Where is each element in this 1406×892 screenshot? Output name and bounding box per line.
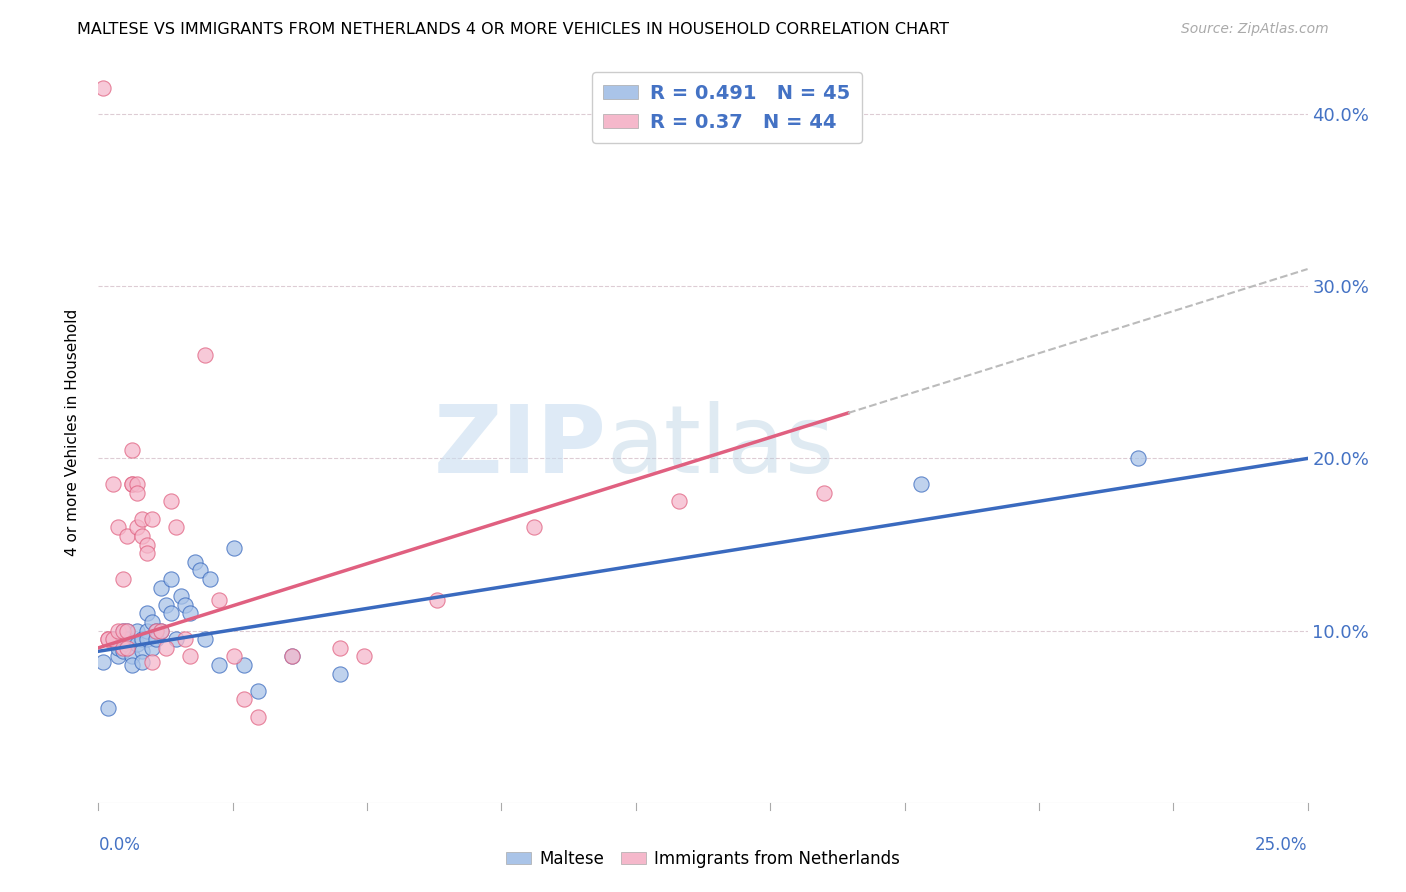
Point — [155, 598, 177, 612]
Point — [668, 494, 690, 508]
Point — [131, 655, 153, 669]
Point — [107, 649, 129, 664]
Point — [107, 640, 129, 655]
Point — [127, 520, 149, 534]
Point — [121, 442, 143, 457]
Point — [135, 624, 157, 638]
Point — [117, 624, 139, 638]
Point — [127, 477, 149, 491]
Point — [107, 520, 129, 534]
Point — [208, 658, 231, 673]
Point — [131, 529, 153, 543]
Point — [111, 624, 134, 638]
Point — [160, 572, 183, 586]
Point — [111, 572, 134, 586]
Point — [281, 649, 304, 664]
Point — [194, 632, 217, 647]
Point — [111, 640, 134, 655]
Point — [222, 541, 245, 555]
Point — [131, 632, 153, 647]
Point — [174, 598, 197, 612]
Point — [141, 655, 163, 669]
Point — [179, 607, 201, 621]
Point — [121, 477, 143, 491]
Point — [813, 486, 835, 500]
Point — [184, 555, 207, 569]
Point — [117, 632, 139, 647]
Point — [127, 624, 149, 638]
Text: 25.0%: 25.0% — [1256, 836, 1308, 855]
Point — [160, 607, 183, 621]
Point — [198, 572, 221, 586]
Point — [117, 529, 139, 543]
Point — [160, 494, 183, 508]
Text: atlas: atlas — [606, 401, 835, 493]
Point — [232, 658, 254, 673]
Point — [329, 640, 352, 655]
Point — [329, 666, 352, 681]
Point — [194, 348, 217, 362]
Y-axis label: 4 or more Vehicles in Household: 4 or more Vehicles in Household — [65, 309, 80, 557]
Point — [145, 624, 167, 638]
Point — [91, 655, 114, 669]
Text: Source: ZipAtlas.com: Source: ZipAtlas.com — [1181, 22, 1329, 37]
Point — [117, 640, 139, 655]
Legend: R = 0.491   N = 45, R = 0.37   N = 44: R = 0.491 N = 45, R = 0.37 N = 44 — [592, 72, 862, 144]
Point — [150, 581, 173, 595]
Point — [121, 477, 143, 491]
Point — [131, 644, 153, 658]
Point — [247, 709, 270, 723]
Point — [910, 477, 932, 491]
Point — [141, 615, 163, 629]
Point — [169, 589, 191, 603]
Point — [135, 632, 157, 647]
Point — [179, 649, 201, 664]
Point — [101, 632, 124, 647]
Point — [165, 632, 187, 647]
Point — [111, 644, 134, 658]
Point — [281, 649, 304, 664]
Point — [101, 632, 124, 647]
Text: 0.0%: 0.0% — [98, 836, 141, 855]
Point — [97, 701, 120, 715]
Legend: Maltese, Immigrants from Netherlands: Maltese, Immigrants from Netherlands — [499, 844, 907, 875]
Point — [117, 624, 139, 638]
Point — [135, 607, 157, 621]
Point — [141, 512, 163, 526]
Point — [165, 520, 187, 534]
Point — [232, 692, 254, 706]
Point — [141, 640, 163, 655]
Point — [135, 546, 157, 560]
Point — [247, 684, 270, 698]
Text: ZIP: ZIP — [433, 401, 606, 493]
Point — [523, 520, 546, 534]
Text: MALTESE VS IMMIGRANTS FROM NETHERLANDS 4 OR MORE VEHICLES IN HOUSEHOLD CORRELATI: MALTESE VS IMMIGRANTS FROM NETHERLANDS 4… — [77, 22, 949, 37]
Point — [145, 624, 167, 638]
Point — [101, 477, 124, 491]
Point — [97, 632, 120, 647]
Point — [127, 486, 149, 500]
Point — [426, 592, 449, 607]
Point — [111, 624, 134, 638]
Point — [208, 592, 231, 607]
Point — [1128, 451, 1150, 466]
Point — [127, 637, 149, 651]
Point — [107, 624, 129, 638]
Point — [135, 537, 157, 551]
Point — [174, 632, 197, 647]
Point — [353, 649, 375, 664]
Point — [97, 632, 120, 647]
Point — [117, 637, 139, 651]
Point — [131, 512, 153, 526]
Point — [188, 563, 211, 577]
Point — [150, 624, 173, 638]
Point — [121, 658, 143, 673]
Point — [145, 632, 167, 647]
Point — [155, 640, 177, 655]
Point — [121, 649, 143, 664]
Point — [150, 624, 173, 638]
Point — [91, 81, 114, 95]
Point — [222, 649, 245, 664]
